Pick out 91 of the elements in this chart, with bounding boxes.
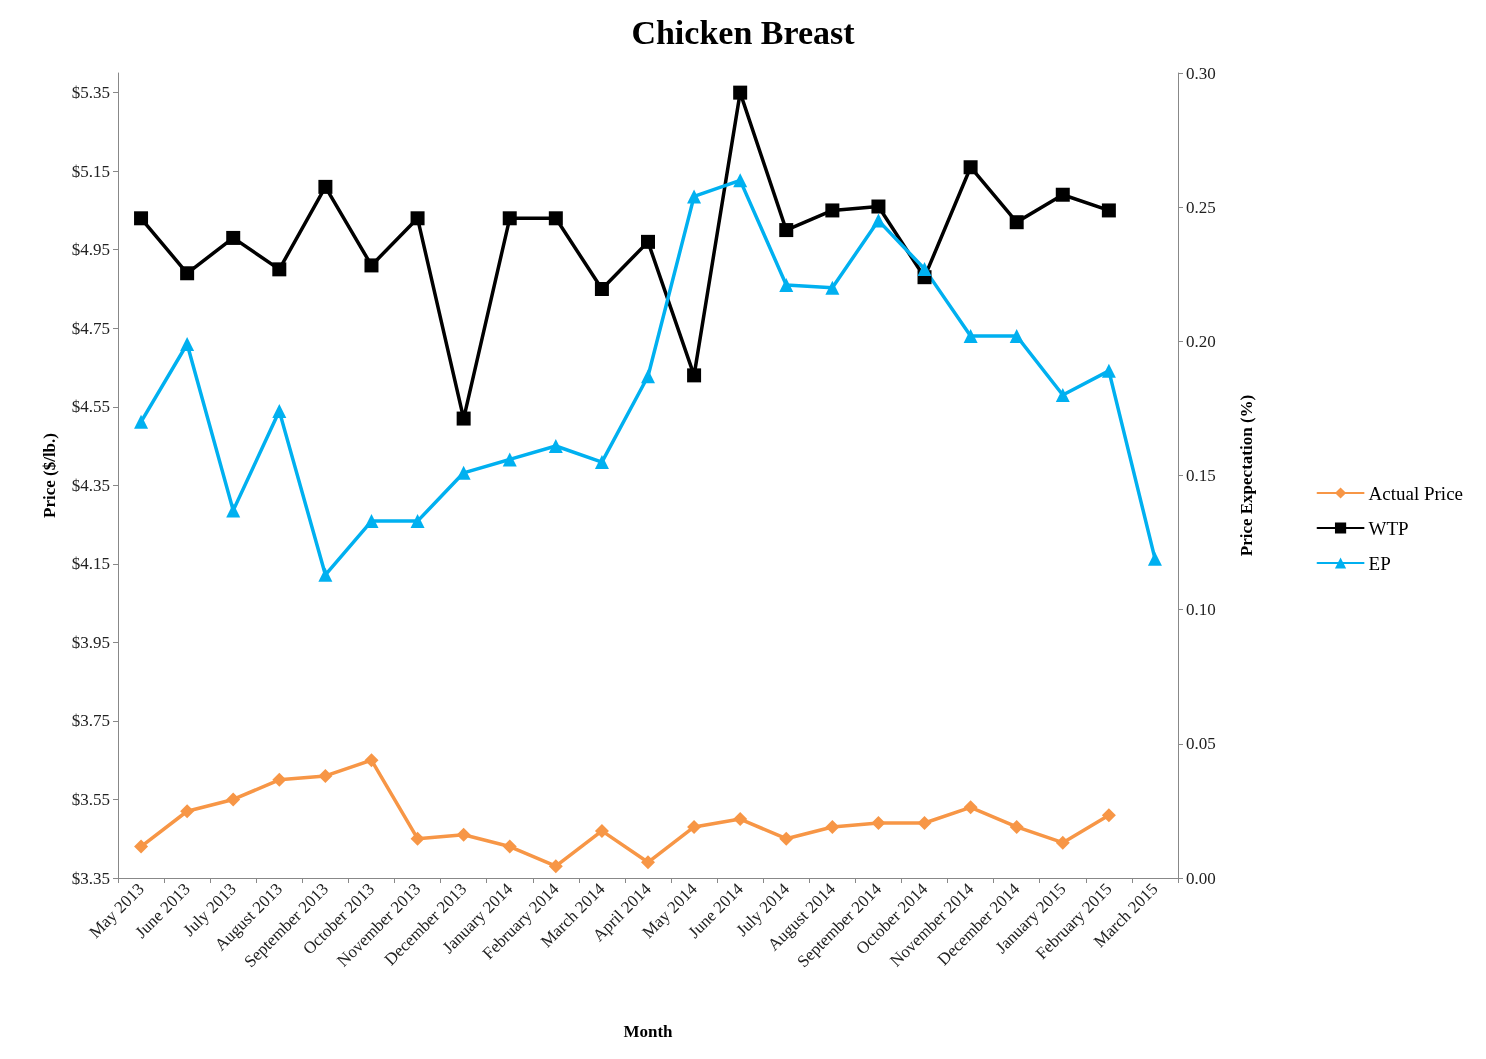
legend-label: Actual Price bbox=[1368, 482, 1463, 504]
point bbox=[687, 189, 702, 204]
point bbox=[226, 792, 241, 807]
point bbox=[548, 211, 563, 226]
point bbox=[1055, 835, 1070, 850]
point bbox=[687, 368, 702, 383]
point bbox=[641, 855, 655, 870]
point bbox=[364, 514, 379, 529]
point bbox=[226, 230, 241, 245]
y-tick-label: $4.35 bbox=[71, 475, 110, 495]
point bbox=[318, 179, 333, 194]
point bbox=[641, 234, 655, 249]
point bbox=[456, 411, 471, 426]
point bbox=[825, 203, 840, 218]
point bbox=[134, 211, 149, 226]
point bbox=[318, 768, 333, 783]
point bbox=[456, 465, 471, 480]
point bbox=[272, 262, 287, 277]
legend-label: EP bbox=[1368, 552, 1391, 574]
point bbox=[410, 514, 425, 529]
point bbox=[963, 160, 978, 175]
point bbox=[871, 213, 886, 228]
point bbox=[917, 261, 932, 276]
point bbox=[1101, 363, 1116, 378]
point bbox=[410, 211, 425, 226]
point bbox=[917, 816, 932, 831]
y2-tick-label: 0.10 bbox=[1186, 600, 1216, 620]
point bbox=[594, 281, 609, 296]
point bbox=[180, 337, 195, 352]
y2-tick-label: 0.00 bbox=[1186, 868, 1216, 888]
point bbox=[548, 859, 563, 874]
point bbox=[134, 414, 149, 429]
point bbox=[779, 223, 794, 238]
point bbox=[1147, 551, 1162, 566]
chart-title: Chicken Breast bbox=[631, 13, 856, 51]
point bbox=[1055, 388, 1070, 402]
y-tick-label: $3.35 bbox=[71, 868, 110, 888]
point bbox=[1009, 215, 1024, 230]
point bbox=[687, 819, 702, 834]
point bbox=[502, 452, 517, 467]
y-tick-label: $4.75 bbox=[71, 318, 110, 338]
point bbox=[825, 819, 840, 834]
point bbox=[410, 831, 425, 846]
y-tick-label: $4.95 bbox=[71, 240, 110, 260]
y-axis-title: Price ($/lb.) bbox=[40, 433, 59, 518]
point bbox=[180, 266, 195, 281]
point bbox=[963, 328, 978, 343]
point bbox=[180, 804, 195, 819]
point bbox=[134, 839, 149, 854]
point bbox=[871, 199, 886, 214]
point bbox=[318, 567, 333, 582]
point bbox=[272, 404, 287, 419]
point bbox=[456, 827, 471, 842]
point bbox=[272, 772, 287, 787]
point bbox=[364, 258, 379, 273]
y2-tick-label: 0.20 bbox=[1186, 331, 1216, 351]
point bbox=[871, 816, 886, 831]
point bbox=[594, 455, 609, 470]
point bbox=[502, 839, 517, 854]
x-axis-title: Month bbox=[623, 1022, 674, 1041]
point bbox=[733, 812, 748, 827]
y-tick-label: $3.95 bbox=[71, 632, 110, 652]
point bbox=[1101, 808, 1116, 823]
point bbox=[733, 85, 748, 100]
y-tick-label: $5.15 bbox=[71, 161, 110, 181]
point bbox=[548, 438, 563, 453]
y2-axis-title: Price Expectation (%) bbox=[1237, 394, 1256, 557]
y-tick-label: $4.15 bbox=[71, 554, 110, 574]
y-tick-label: $5.35 bbox=[71, 83, 110, 103]
point bbox=[963, 800, 978, 815]
point bbox=[594, 823, 609, 838]
point bbox=[1101, 203, 1116, 218]
point bbox=[641, 369, 655, 384]
y2-tick-label: 0.05 bbox=[1186, 734, 1216, 754]
y-tick-label: $3.55 bbox=[71, 789, 110, 809]
point bbox=[226, 503, 241, 518]
point bbox=[825, 280, 840, 295]
point bbox=[779, 831, 794, 846]
point bbox=[779, 277, 794, 292]
point bbox=[364, 753, 379, 768]
point bbox=[1009, 328, 1024, 343]
point bbox=[1055, 187, 1070, 202]
point bbox=[502, 211, 517, 226]
y-tick-label: $4.55 bbox=[71, 397, 110, 417]
y2-tick-label: 0.25 bbox=[1186, 197, 1216, 217]
y2-tick-label: 0.15 bbox=[1186, 466, 1216, 485]
legend-label: WTP bbox=[1368, 517, 1409, 539]
y-tick-label: $3.75 bbox=[71, 711, 110, 731]
point bbox=[1009, 819, 1024, 834]
point bbox=[733, 173, 748, 188]
y2-tick-label: 0.30 bbox=[1186, 63, 1216, 83]
